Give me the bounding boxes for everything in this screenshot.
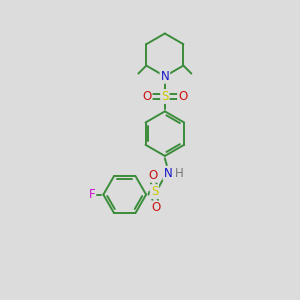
Text: N: N — [164, 167, 172, 180]
Text: O: O — [178, 90, 187, 103]
Text: O: O — [142, 90, 152, 103]
Text: H: H — [175, 167, 184, 180]
Text: S: S — [151, 185, 158, 198]
Text: O: O — [148, 169, 158, 182]
Text: N: N — [160, 70, 169, 83]
Text: O: O — [151, 202, 160, 214]
Text: S: S — [161, 90, 169, 103]
Text: F: F — [89, 188, 95, 201]
